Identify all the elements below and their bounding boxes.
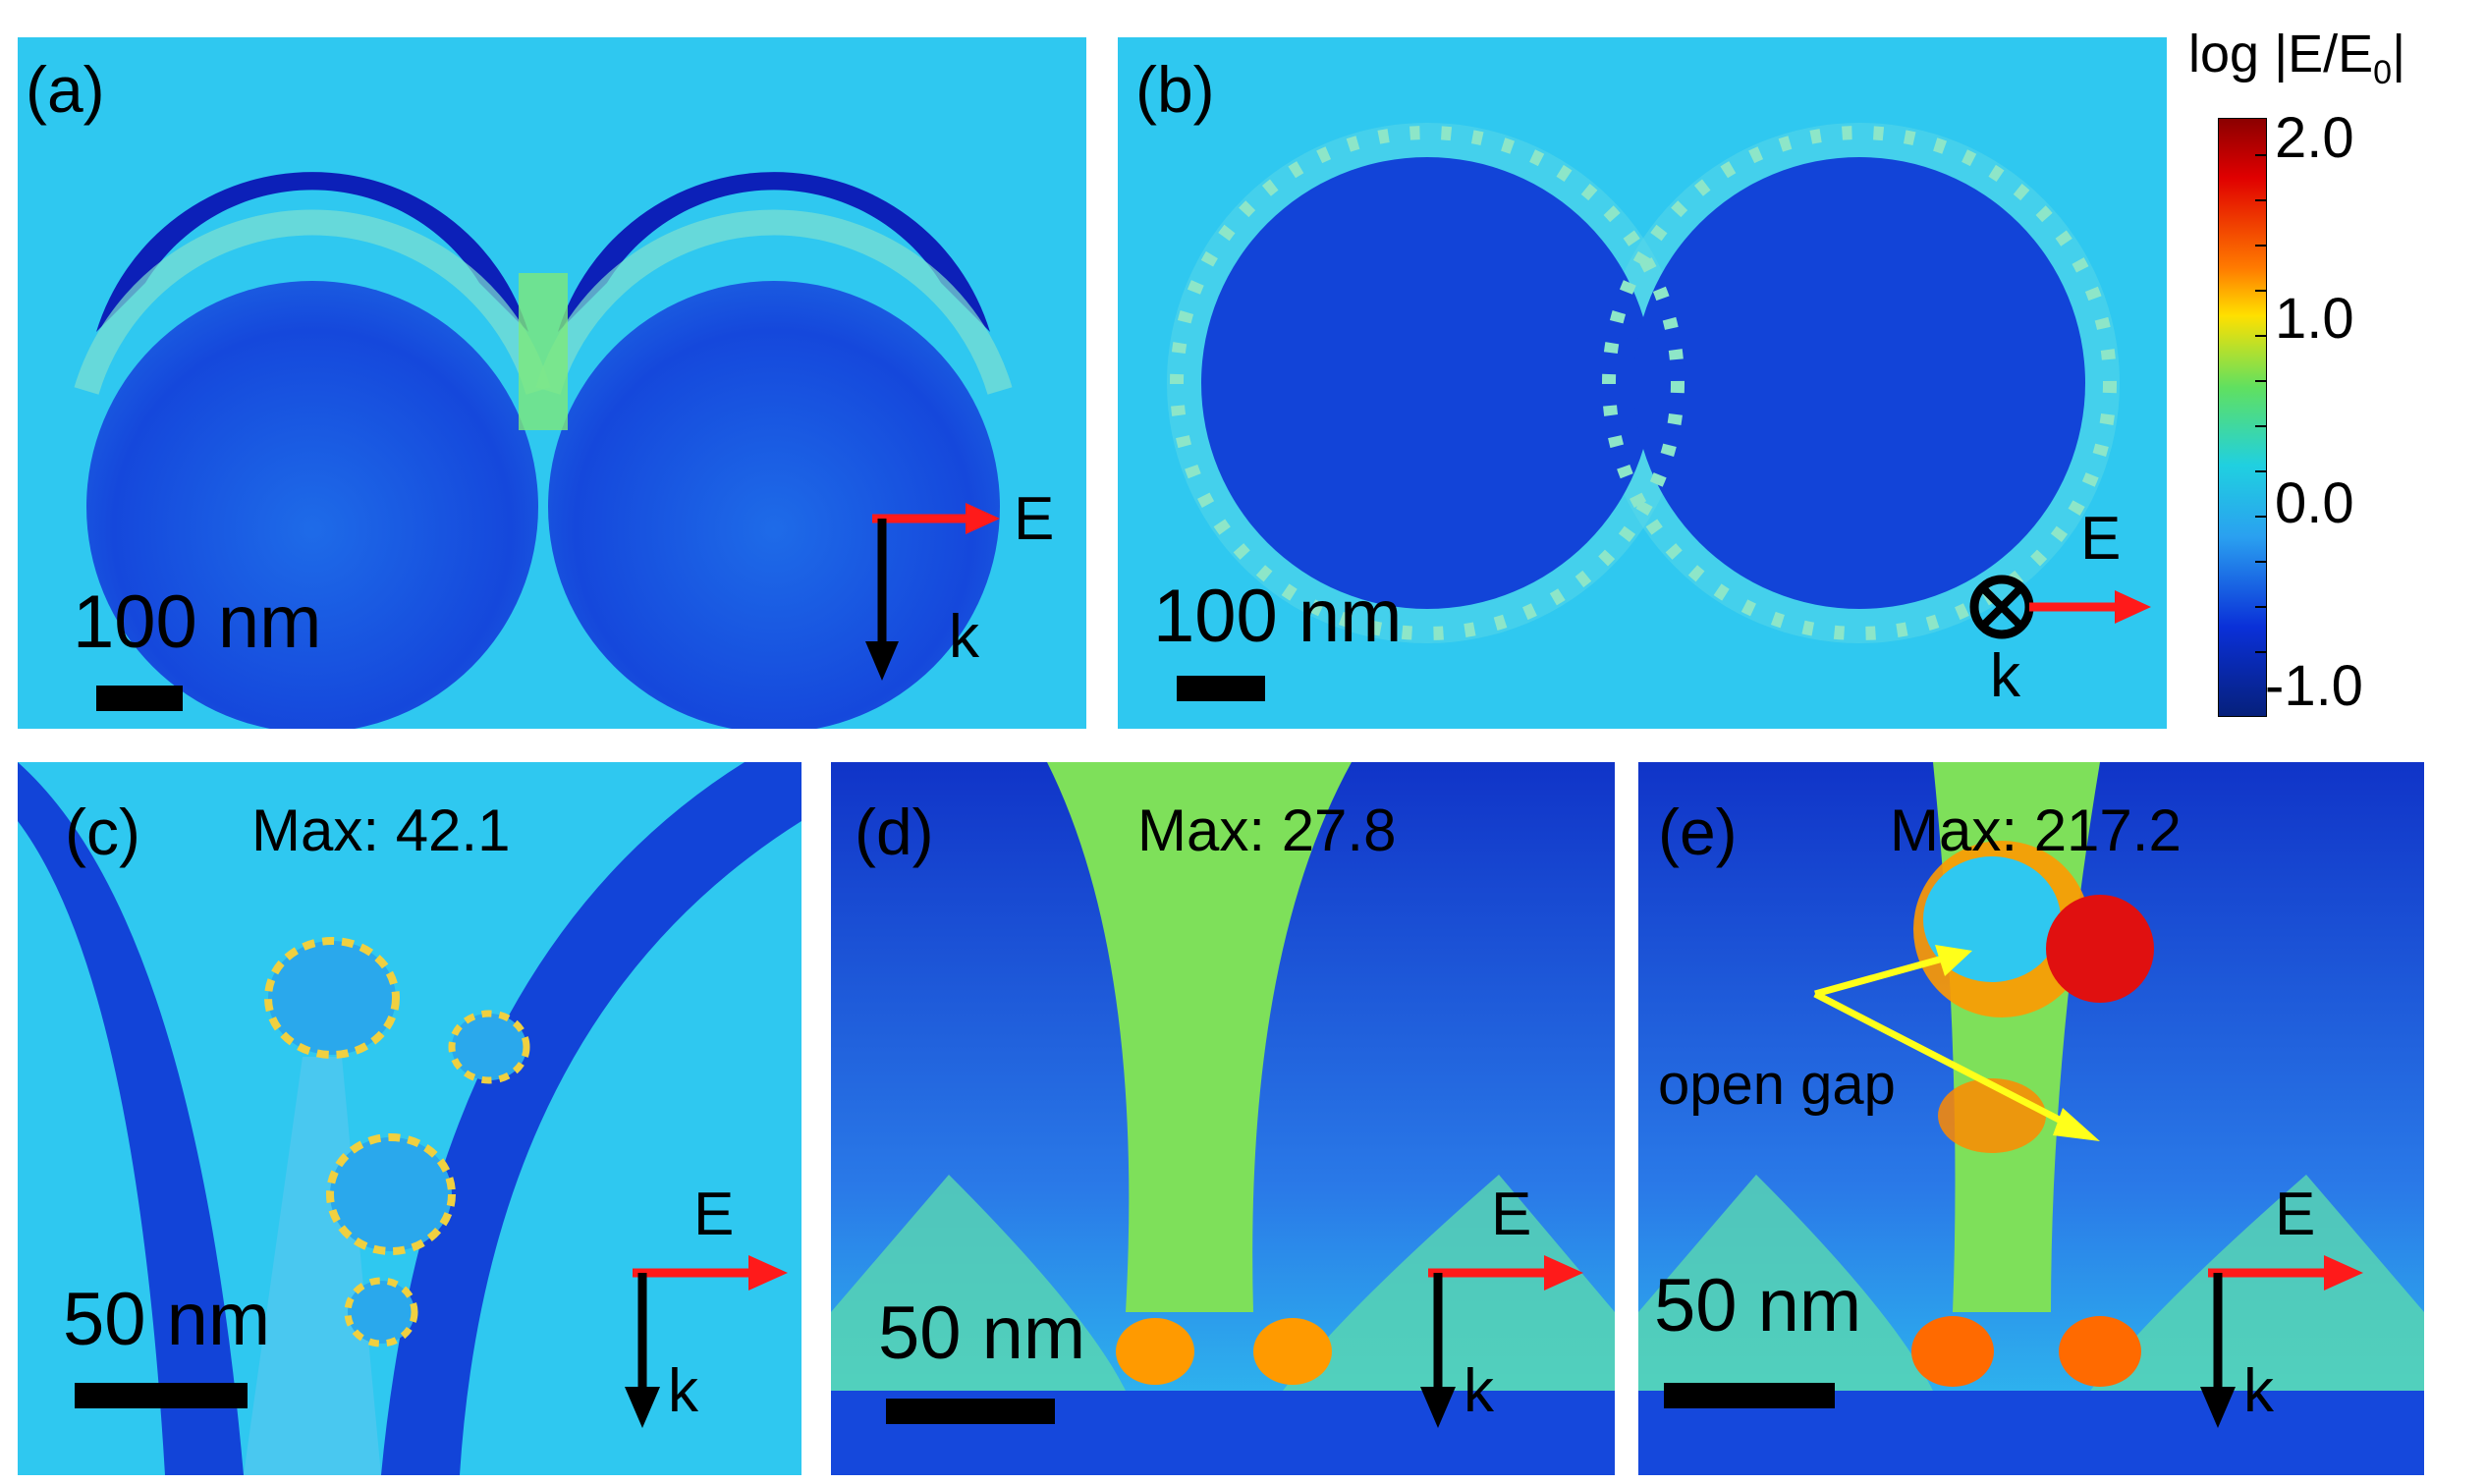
- max-value-c: Max: 42.1: [251, 797, 511, 863]
- k-vector-label-d: k: [1464, 1357, 1494, 1425]
- scale-bar-e: [1664, 1383, 1835, 1408]
- open-gap-arrows: [1813, 945, 2100, 1141]
- scale-bar-b: [1177, 676, 1265, 701]
- panel-label-e: (e): [1658, 796, 1738, 868]
- colorbar: log |E/E0| 2.0 1.0 0.0 -1.0: [2188, 20, 2486, 727]
- max-value-e: Max: 217.2: [1890, 797, 2182, 863]
- colorbar-tick-2: 2.0: [2275, 106, 2354, 170]
- panel-d: (d) Max: 27.8 50 nm E k: [831, 762, 1615, 1475]
- colorbar-title-sub: 0: [2373, 53, 2393, 91]
- panel-c: (c) Max: 42.1 50 nm E k: [18, 762, 801, 1475]
- colorbar-tick-0: 0.0: [2275, 471, 2354, 535]
- colorbar-gradient: [2218, 118, 2267, 717]
- scale-bar-label-b: 100 nm: [1153, 575, 1403, 658]
- panel-e: (e) Max: 217.2 open gap 50 nm E k: [1638, 762, 2424, 1475]
- e-field-label-c: E: [693, 1181, 735, 1248]
- polarization-axes-b: [1969, 575, 2151, 639]
- field-map-a: [18, 37, 1086, 729]
- field-map-d: [831, 762, 1615, 1475]
- polarization-axes-a: [865, 503, 1000, 681]
- scale-bar-d: [886, 1399, 1055, 1424]
- scale-bar-c: [75, 1383, 248, 1408]
- k-vector-label-a: k: [949, 603, 979, 671]
- max-value-d: Max: 27.8: [1137, 797, 1397, 863]
- field-map-e: [1638, 762, 2424, 1475]
- panel-a: (a) 100 nm E k: [18, 37, 1086, 729]
- panel-label-a: (a): [26, 53, 105, 126]
- polarization-axes-c: [625, 1255, 788, 1428]
- colorbar-title-prefix: log |E/E: [2188, 25, 2374, 83]
- colorbar-title-suffix: |: [2392, 25, 2406, 83]
- polarization-axes-e: [2200, 1255, 2363, 1428]
- scale-bar-a: [96, 686, 183, 711]
- field-map-c: [18, 762, 801, 1475]
- panel-b: (b) 100 nm E k: [1118, 37, 2167, 729]
- polarization-axes-d: [1420, 1255, 1583, 1428]
- scale-bar-label-e: 50 nm: [1654, 1264, 1862, 1347]
- k-vector-label-e: k: [2243, 1357, 2274, 1425]
- scale-bar-label-d: 50 nm: [878, 1292, 1086, 1375]
- panel-label-d: (d): [855, 796, 934, 868]
- colorbar-tick-minus1: -1.0: [2265, 654, 2363, 718]
- panel-label-b: (b): [1135, 53, 1215, 126]
- e-field-label-d: E: [1491, 1181, 1532, 1248]
- open-gap-label: open gap: [1658, 1053, 1896, 1117]
- panel-label-c: (c): [65, 796, 140, 868]
- k-vector-label-c: k: [668, 1357, 698, 1425]
- e-field-label-a: E: [1014, 485, 1055, 553]
- e-field-label-b: E: [2080, 505, 2122, 573]
- scale-bar-label-a: 100 nm: [73, 580, 322, 664]
- scale-bar-label-c: 50 nm: [63, 1278, 271, 1361]
- colorbar-title: log |E/E0|: [2188, 27, 2405, 89]
- e-field-label-e: E: [2275, 1181, 2316, 1248]
- k-vector-label-b: k: [1990, 642, 2020, 710]
- colorbar-tick-1: 1.0: [2275, 287, 2354, 351]
